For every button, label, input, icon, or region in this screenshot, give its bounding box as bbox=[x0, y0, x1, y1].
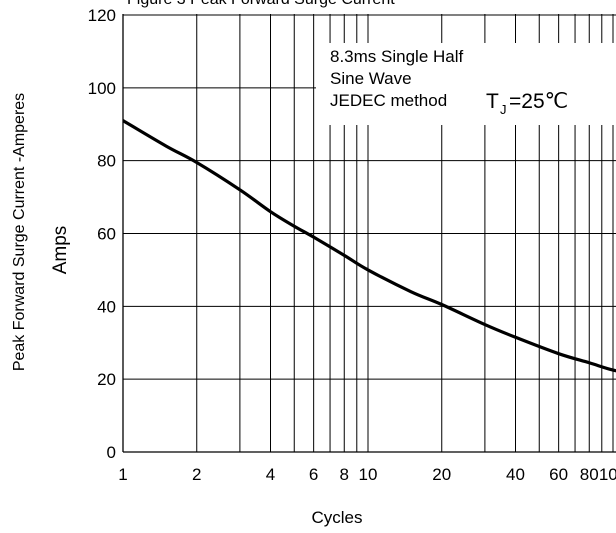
annotation-box: 8.3ms Single Half Sine Wave JEDEC method… bbox=[316, 43, 616, 125]
x-tick-80: 80 bbox=[580, 465, 599, 484]
y-tick-labels: 0 20 40 60 80 100 120 bbox=[88, 6, 116, 462]
x-tick-2: 2 bbox=[192, 465, 201, 484]
y-tick-0: 0 bbox=[107, 443, 116, 462]
surge-current-curve bbox=[123, 119, 616, 373]
y-axis-title-inner: Amps bbox=[50, 226, 71, 275]
y-tick-80: 80 bbox=[97, 152, 116, 171]
x-tick-60: 60 bbox=[549, 465, 568, 484]
x-tick-10: 10 bbox=[359, 465, 378, 484]
y-tick-120: 120 bbox=[88, 6, 116, 25]
y-tick-40: 40 bbox=[97, 297, 116, 316]
x-axis-title: Cycles bbox=[311, 508, 362, 527]
tj-subscript: J bbox=[500, 102, 507, 117]
y-axis-title-outer: Peak Forward Surge Current -Amperes bbox=[11, 93, 28, 371]
horizontal-gridlines bbox=[123, 14, 616, 380]
tj-symbol: T bbox=[486, 90, 499, 113]
y-tick-60: 60 bbox=[97, 225, 116, 244]
x-tick-20: 20 bbox=[432, 465, 451, 484]
x-tick-6: 6 bbox=[309, 465, 318, 484]
y-tick-20: 20 bbox=[97, 370, 116, 389]
x-tick-4: 4 bbox=[266, 465, 275, 484]
y-tick-100: 100 bbox=[88, 79, 116, 98]
axes bbox=[122, 14, 616, 453]
x-tick-1: 1 bbox=[118, 465, 127, 484]
x-tick-40: 40 bbox=[506, 465, 525, 484]
annotation-background bbox=[316, 43, 616, 125]
annotation-line-3: JEDEC method bbox=[330, 91, 447, 110]
x-tick-100: 100 bbox=[599, 465, 616, 484]
annotation-line-1: 8.3ms Single Half bbox=[330, 47, 464, 66]
tj-value: =25℃ bbox=[509, 90, 568, 113]
annotation-line-2: Sine Wave bbox=[330, 69, 412, 88]
chart-title: Figure 3 Peak Forward Surge Current bbox=[127, 0, 395, 8]
x-tick-8: 8 bbox=[340, 465, 349, 484]
